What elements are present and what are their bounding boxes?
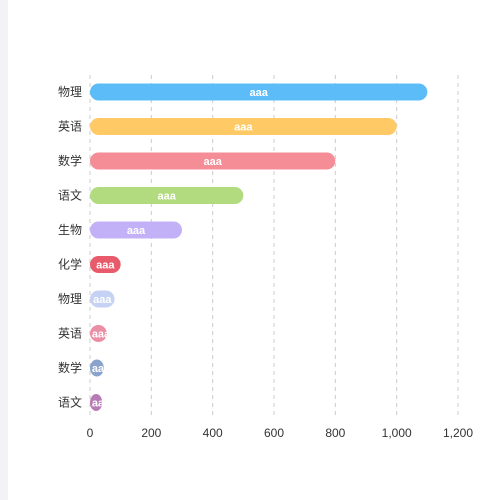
bar-data-label: aaa [92,329,111,341]
bar-data-label: aaa [234,122,253,134]
category-label: 英语 [58,327,82,341]
x-tick-label: 600 [264,426,284,440]
left-edge-strip [0,0,8,500]
bar-layer [90,83,428,411]
x-tick-label: 400 [203,426,223,440]
category-label: 物理 [58,85,82,99]
bar [90,394,103,411]
x-tick-label: 1,200 [443,426,473,440]
bar [90,152,336,170]
bar-data-label: aaa [203,156,222,168]
bar [90,256,121,273]
category-label: 数学 [58,360,82,375]
category-label: 语文 [58,395,82,410]
bar [90,118,397,135]
bar-data-label: aaa [249,87,268,99]
bar-data-label: aaa [92,398,111,410]
x-tick-label: 800 [325,426,345,440]
category-label: 生物 [58,223,82,237]
x-tick-label: 200 [141,426,161,440]
bar-data-label: aaa [157,191,176,203]
bar-data-label: aaa [127,225,146,237]
bar-data-label: aaa [93,294,112,306]
bar [90,359,104,377]
label-layer: 0 200 400 600 800 1,000 1,200 物理 aaa 英语 aaa 数学 aaa 语文… [58,85,473,440]
x-tick-label: 0 [87,426,94,440]
bar-data-label: aaa [92,363,111,375]
x-tick-label: 1,000 [382,426,412,440]
bar-data-label: aaa [96,260,115,272]
category-label: 物理 [58,292,82,306]
bar [90,290,115,308]
bar [90,325,107,342]
bar [90,187,244,204]
category-label: 英语 [58,120,82,134]
category-label: 语文 [58,188,82,203]
category-label: 化学 [58,257,82,272]
bar [90,83,428,101]
category-label: 数学 [58,153,82,168]
bar [90,221,182,239]
